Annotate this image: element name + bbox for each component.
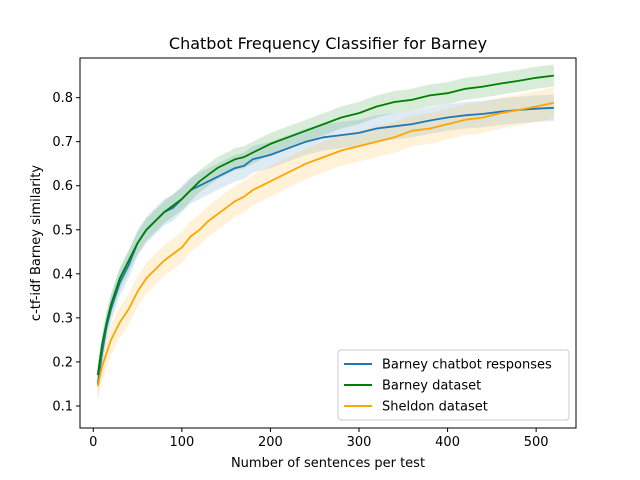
x-tick-label: 400 [435,435,460,450]
line-sheldon-dataset [96,102,555,387]
y-axis-ticks: 0.1 0.2 0.3 0.4 0.5 0.6 0.7 0.8 [52,91,80,414]
y-tick-label: 0.3 [52,311,73,326]
chart-title: Chatbot Frequency Classifier for Barney [169,34,487,53]
line-barney-dataset [96,74,555,376]
x-tick-label: 0 [89,435,97,450]
legend-entry: Sheldon dataset [382,400,488,415]
legend-frame [337,349,570,421]
y-tick-label: 0.1 [52,399,73,414]
x-tick-label: 100 [169,435,194,450]
y-tick-label: 0.7 [52,135,73,150]
legend: Barney chatbot responses Barney dataset Sh… [337,349,570,421]
y-tick-label: 0.6 [52,179,73,194]
legend-entry: Barney dataset [382,379,481,394]
x-tick-label: 300 [347,435,372,450]
x-tick-label: 200 [258,435,283,450]
series-lines [96,74,555,387]
y-tick-label: 0.2 [52,355,73,370]
x-tick-label: 500 [524,435,549,450]
confidence-bands [97,64,554,402]
band-barney-chatbot-responses [97,94,554,398]
line-barney-chatbot-responses [96,106,554,385]
legend-entry: Barney chatbot responses [382,358,552,373]
y-tick-label: 0.5 [52,223,73,238]
y-axis-label: c-tf-idf Barney similarity [29,165,44,321]
x-axis-ticks: 0 100 200 300 400 500 [89,428,549,450]
y-tick-label: 0.4 [52,267,73,282]
x-axis-label: Number of sentences per test [231,456,425,471]
band-barney-dataset [97,64,554,387]
y-tick-label: 0.8 [52,91,73,106]
band-sheldon-dataset [97,87,554,402]
plot-frame [79,57,577,429]
